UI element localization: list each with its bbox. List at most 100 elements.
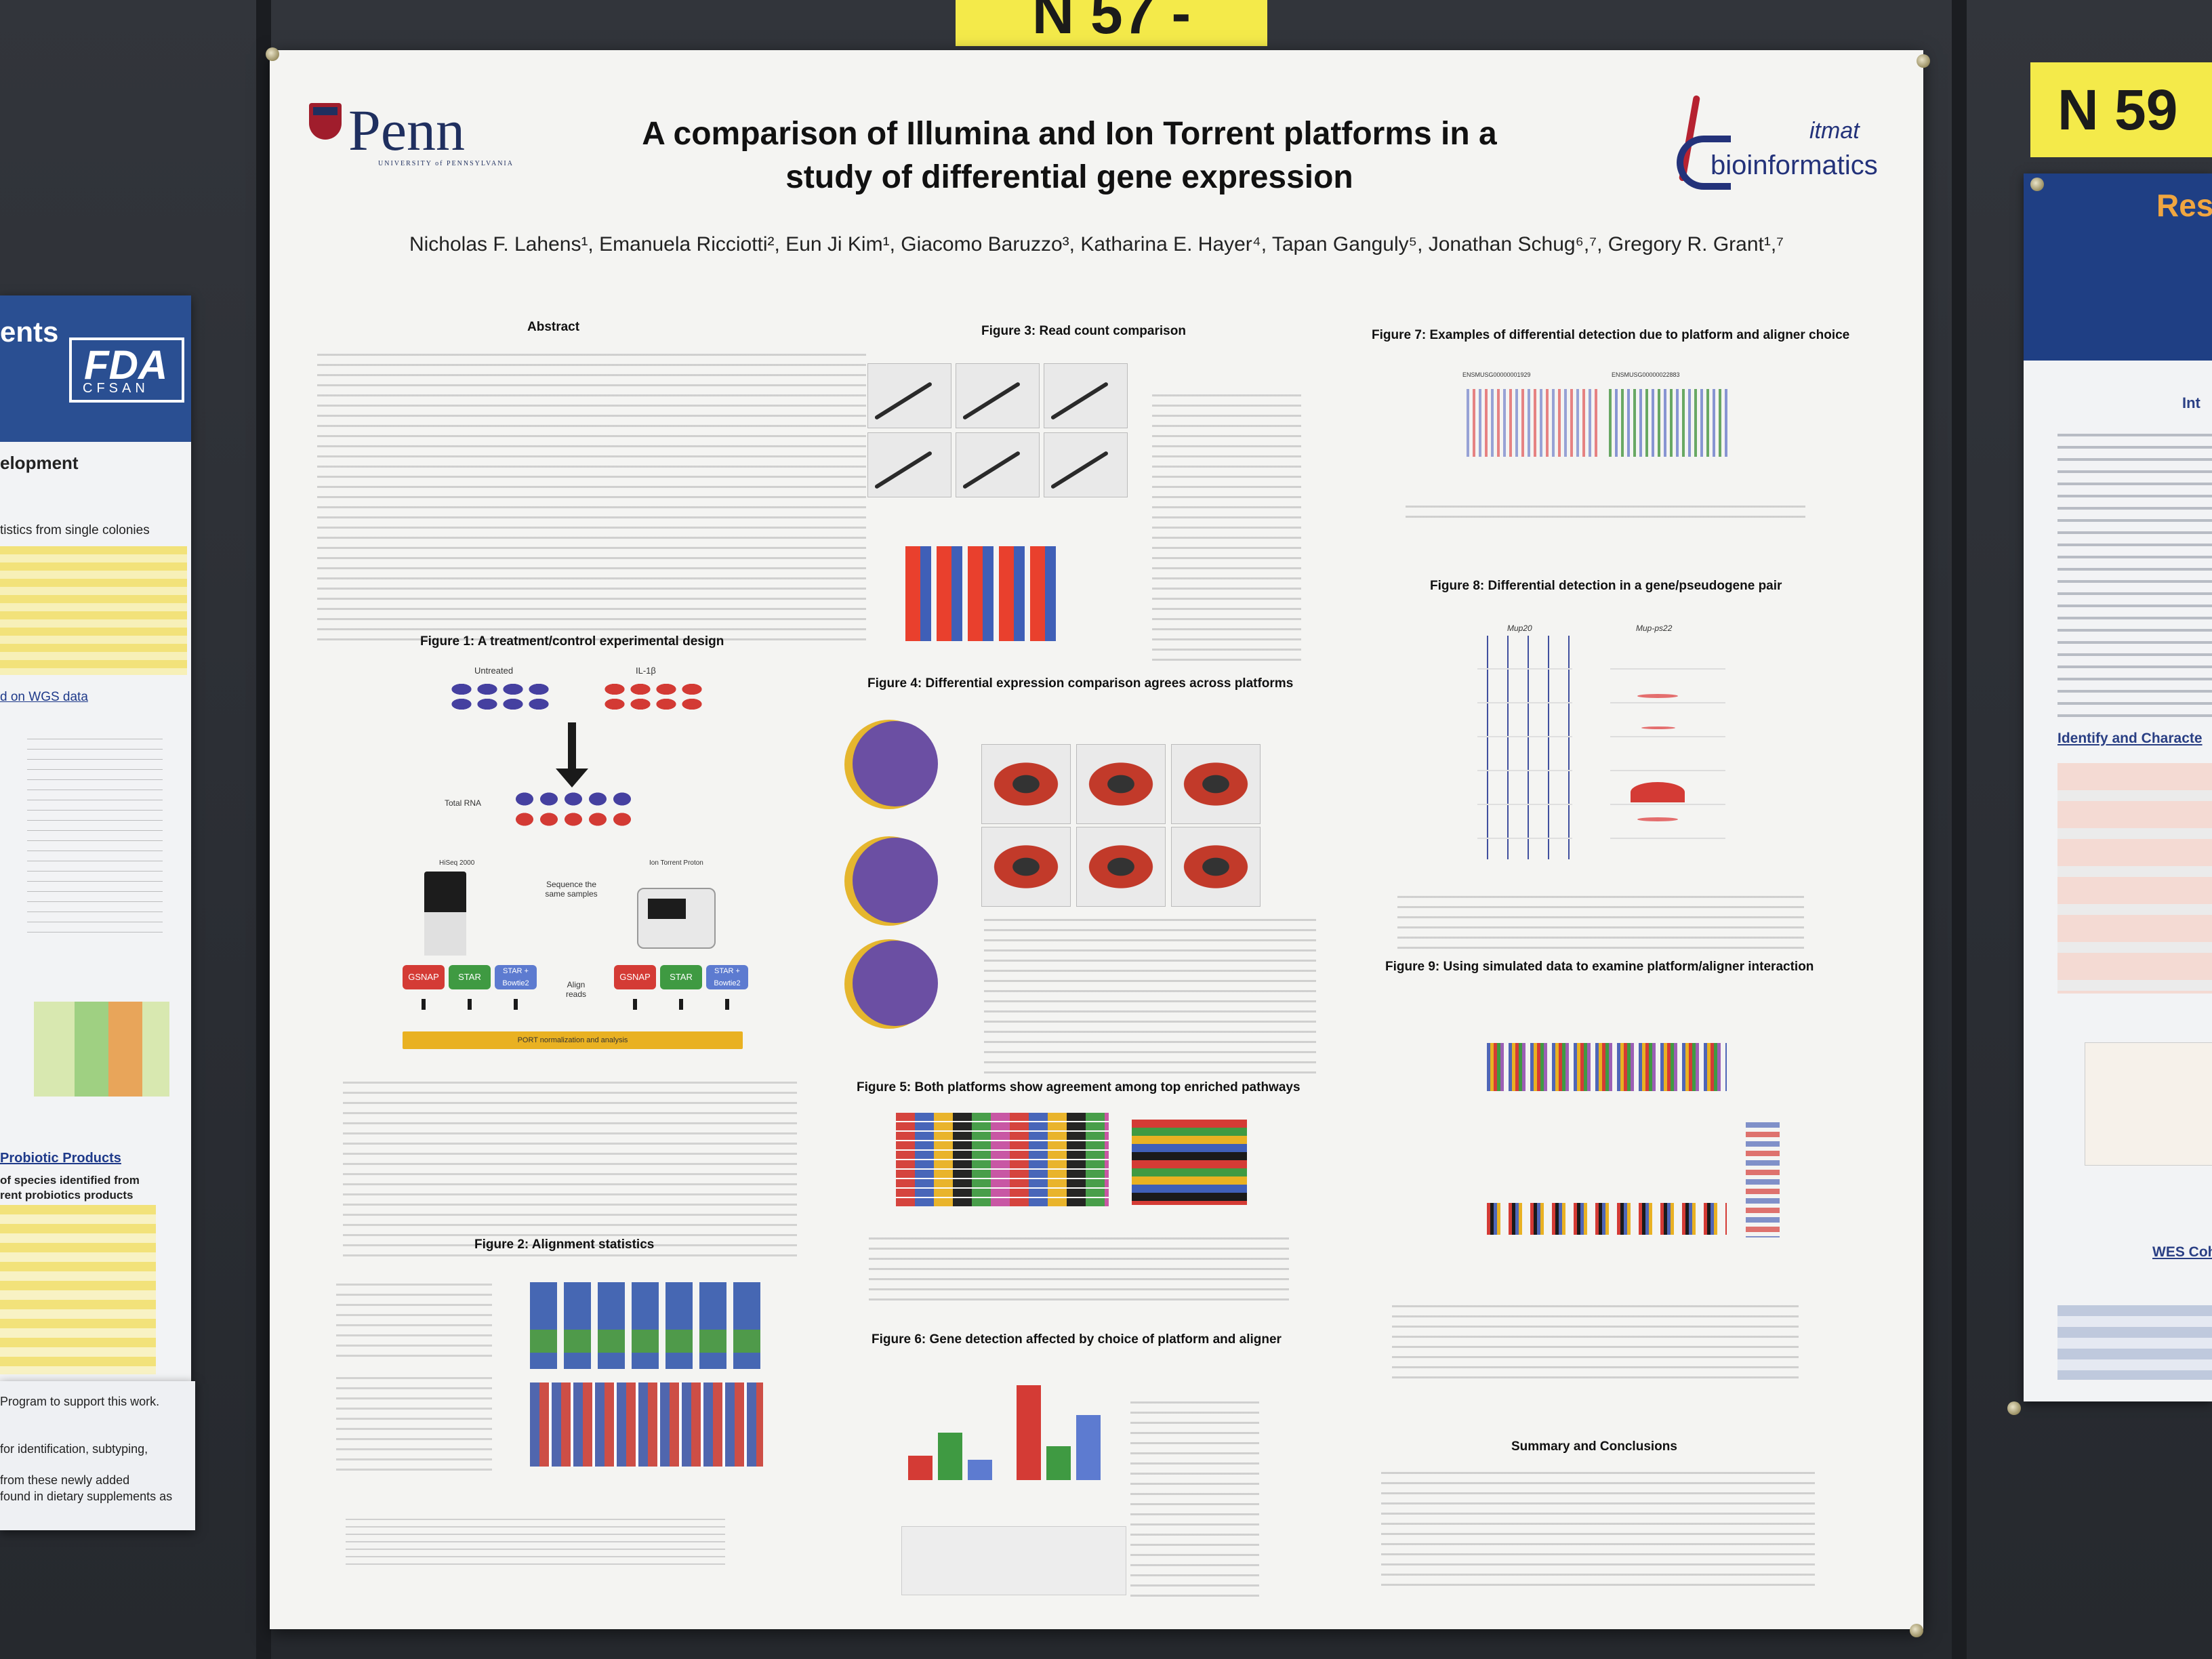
figure-4-heading: Figure 4: Differential expression compar… xyxy=(867,676,1294,691)
fig1-align-label: Align reads xyxy=(565,980,587,999)
figure-6-heading: Figure 6: Gene detection affected by cho… xyxy=(872,1332,1282,1347)
fig1-starbowtie-box-right: STAR + Bowtie2 xyxy=(706,965,748,989)
fig1-arrow-head xyxy=(556,769,588,787)
left-text-6: Program to support this work. xyxy=(0,1395,160,1408)
pin-main-top-left xyxy=(266,47,279,61)
fig7-gene-right: ENSMUSG00000022883 xyxy=(1612,371,1680,378)
fig2-chart-a xyxy=(530,1282,763,1369)
fig3-scatter-3 xyxy=(1044,363,1128,428)
pin-main-bottom-right xyxy=(1910,1624,1923,1637)
fig8-gene-left: Mup20 xyxy=(1507,623,1532,633)
fig4-ma-4 xyxy=(981,827,1071,907)
fig1-star-box-left: STAR xyxy=(449,965,491,989)
left-text-2: d on WGS data xyxy=(0,690,88,704)
poster-title-line-2: study of differential gene expression xyxy=(785,159,1353,195)
figure-1-heading: Figure 1: A treatment/control experiment… xyxy=(420,634,724,649)
fig1-gsnap-box-left: GSNAP xyxy=(403,965,445,989)
fig1-proton-label: Ion Torrent Proton xyxy=(649,859,703,867)
fig5-text xyxy=(869,1229,1289,1304)
fig1-port-bar: PORT normalization and analysis xyxy=(403,1031,743,1049)
left-text-1: tistics from single colonies xyxy=(0,523,150,537)
right-text-1: Int xyxy=(2182,394,2200,411)
board-divider-right xyxy=(1952,0,1967,1659)
fig6-bar-chart xyxy=(901,1378,1121,1480)
penn-shield-icon xyxy=(309,103,342,140)
itmat-logo-icon xyxy=(1670,95,1731,190)
itmat-logo-top: itmat xyxy=(1809,118,1860,144)
fig4-ma-2 xyxy=(1076,744,1166,824)
figure-2-heading: Figure 2: Alignment statistics xyxy=(474,1237,655,1252)
fig4-ma-6 xyxy=(1171,827,1261,907)
fig9-chart-multi xyxy=(1487,1155,1727,1235)
left-text-3: Probiotic Products xyxy=(0,1151,121,1166)
affiliations-text xyxy=(346,1513,725,1570)
figure-7-heading: Figure 7: Examples of differential detec… xyxy=(1372,328,1850,342)
fig1-methods-text xyxy=(343,1073,797,1256)
fig3-scatter-1 xyxy=(867,363,951,428)
fig2-text-a xyxy=(336,1275,492,1364)
fig7-gene-left: ENSMUSG00000001929 xyxy=(1462,371,1531,378)
fig1-down-arrows xyxy=(403,999,752,1019)
left-heatmap-figure xyxy=(34,1002,169,1097)
fda-logo-sub: CFSAN xyxy=(83,381,149,396)
fig9-chart-unique xyxy=(1487,1011,1727,1091)
fig4-venn-2-inner xyxy=(853,838,938,923)
penn-logo-sub: UNIVERSITY of PENNSYLVANIA xyxy=(378,160,514,167)
neighbor-poster-left-bottom: Program to support this work. for identi… xyxy=(0,1381,195,1530)
left-text-8: from these newly added xyxy=(0,1473,130,1487)
fig8-coverage-left xyxy=(1477,636,1572,859)
fig4-text xyxy=(984,911,1316,1073)
fda-logo: FDA CFSAN xyxy=(69,337,184,403)
left-species-table xyxy=(0,1205,156,1374)
booth-tag-right: N 59 xyxy=(2030,62,2212,157)
fig5-legend xyxy=(1132,1120,1247,1205)
fig3-scatter-4 xyxy=(867,432,951,497)
right-table xyxy=(2057,1305,2212,1380)
fig4-venn-1-inner xyxy=(853,721,938,806)
booth-tag-left-text: N 57 - xyxy=(1031,0,1191,46)
right-heading: Res xyxy=(2156,188,2212,223)
summary-heading: Summary and Conclusions xyxy=(1511,1439,1677,1454)
booth-tag-right-text: N 59 xyxy=(2057,78,2178,142)
fig1-hiseq-machine xyxy=(424,872,466,956)
fig3-scatter-2 xyxy=(956,363,1040,428)
right-figure-people xyxy=(2057,763,2212,994)
neighbor-poster-right: Res Int Identify and Characte WES Coho xyxy=(2024,173,2212,1401)
fig8-gene-right: Mup-ps22 xyxy=(1636,623,1673,633)
figure-9-heading: Figure 9: Using simulated data to examin… xyxy=(1385,960,1814,974)
figure-8-heading: Figure 8: Differential detection in a ge… xyxy=(1430,579,1782,593)
right-paragraph xyxy=(2057,424,2212,722)
left-heading: ents xyxy=(0,316,59,348)
abstract-heading: Abstract xyxy=(527,320,580,334)
fig8-coverage-right xyxy=(1610,636,1725,859)
fig4-ma-1 xyxy=(981,744,1071,824)
fig9-legend xyxy=(1746,1122,1780,1237)
fig1-proton-machine xyxy=(637,888,716,949)
left-text-5: rent probiotics products xyxy=(0,1189,134,1202)
fig3-scatter-5 xyxy=(956,432,1040,497)
fig1-star-box-right: STAR xyxy=(660,965,702,989)
fda-logo-text: FDA xyxy=(84,342,168,388)
fig4-ma-3 xyxy=(1171,744,1261,824)
left-tree-figure xyxy=(27,729,163,933)
left-text-9: found in dietary supplements as xyxy=(0,1490,173,1503)
fig1-il1b-label: IL-1β xyxy=(636,665,656,676)
fig3-bar-chart xyxy=(905,546,1056,641)
left-text-4: of species identified from xyxy=(0,1174,140,1187)
left-text-7: for identification, subtyping, xyxy=(0,1442,148,1456)
fig2-chart-b xyxy=(530,1382,763,1467)
itmat-logo-bottom: bioinformatics xyxy=(1711,150,1878,180)
right-text-2: Identify and Characte xyxy=(2057,731,2203,746)
fig1-total-rna-label: Total RNA xyxy=(445,798,482,808)
fig1-mice-untreated xyxy=(449,682,550,712)
fig1-untreated-label: Untreated xyxy=(474,665,514,676)
main-poster: Penn UNIVERSITY of PENNSYLVANIA A compar… xyxy=(270,50,1923,1629)
poster-title-line-1: A comparison of Illumina and Ion Torrent… xyxy=(642,116,1497,152)
penn-logo: Penn xyxy=(348,98,465,163)
fig8-text xyxy=(1397,888,1804,956)
pin-right-bottom xyxy=(2007,1401,2021,1415)
summary-text xyxy=(1381,1464,1815,1593)
fig4-ma-5 xyxy=(1076,827,1166,907)
neighbor-poster-left: ents FDA CFSAN elopment tistics from sin… xyxy=(0,295,191,1381)
fig4-venn-3-inner xyxy=(853,941,938,1026)
